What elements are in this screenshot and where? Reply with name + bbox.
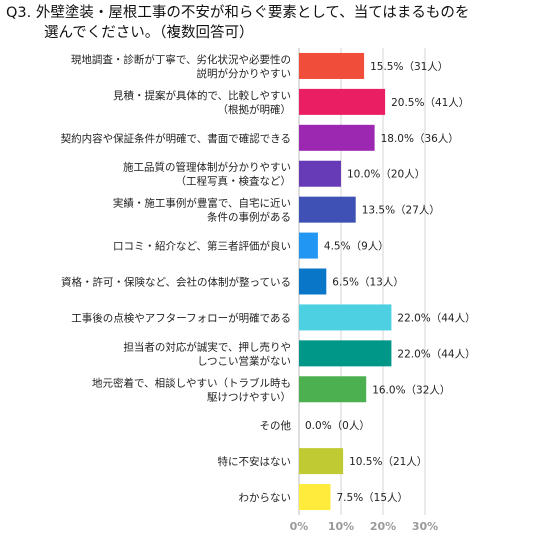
bar (299, 448, 344, 475)
category-label: 特に不安はない (218, 455, 292, 468)
x-tick-label: 20% (370, 520, 396, 533)
data-label: 0.0%（0人） (305, 420, 370, 432)
bar (299, 160, 341, 187)
category-label: 実績・施工事例が豊富で、自宅に近い (113, 197, 291, 210)
data-label: 7.5%（15人） (337, 492, 409, 504)
category-label: 説明が分かりやすい (197, 67, 292, 80)
bar (299, 304, 392, 331)
bar (299, 196, 356, 223)
data-label: 4.5%（9人） (324, 241, 389, 253)
bar (299, 340, 392, 367)
category-label: 契約内容や保証条件が明確で、書面で確認できる (61, 132, 291, 145)
category-label: しつこい営業がない (197, 354, 291, 367)
category-label: 駆けつけやすい） (207, 391, 291, 403)
bar (299, 124, 375, 151)
category-label: 資格・許可・保険など、会社の体制が整っている (61, 276, 291, 289)
data-label: 13.5%（27人） (362, 205, 440, 217)
bar (299, 52, 365, 79)
bar (299, 484, 331, 511)
data-label: 18.0%（36人） (381, 133, 459, 145)
category-label: 現地調査・診断が丁寧で、劣化状況や必要性の (71, 53, 291, 66)
chart-title-line2: 選んでください。（複数回答可） (44, 25, 254, 41)
category-label: 施工品質の管理体制が分かりやすい (123, 161, 291, 174)
category-label: （工程写真・検査など） (176, 175, 292, 188)
bar (299, 88, 386, 115)
category-label: わからない (239, 492, 292, 504)
data-label: 22.0%（44人） (397, 312, 475, 324)
category-label: 見積・提案が具体的で、比較しやすい (113, 89, 291, 102)
data-label: 15.5%（31人） (370, 61, 448, 73)
x-tick-label: 0% (290, 520, 309, 533)
data-label: 10.0%（20人） (347, 169, 425, 181)
data-label: 6.5%（13人） (332, 277, 404, 289)
bar (299, 376, 367, 403)
data-label: 22.0%（44人） (397, 348, 475, 360)
x-tick-label: 30% (412, 520, 438, 533)
category-label: （根拠が明確） (218, 103, 292, 116)
data-label: 10.5%（21人） (349, 456, 427, 468)
chart-title-line1: Q3. 外壁塗装・屋根工事の不安が和らぐ要素として、当てはまるものを (6, 5, 470, 21)
category-label: 担当者の対応が誠実で、押し売りや (123, 340, 291, 353)
category-label: 口コミ・紹介など、第三者評価が良い (113, 240, 291, 253)
data-label: 20.5%（41人） (391, 97, 469, 109)
bar (299, 268, 327, 295)
chart-title: Q3. 外壁塗装・屋根工事の不安が和らぐ要素として、当てはまるものを 選んでくだ… (6, 3, 530, 43)
bar (299, 232, 318, 259)
data-label: 16.0%（32人） (372, 384, 450, 396)
category-label: その他 (260, 419, 292, 432)
category-label: 条件の事例がある (207, 211, 291, 224)
category-label: 工事後の点検やアフターフォローが明確である (71, 311, 291, 324)
category-label: 地元密着で、相談しやすい（トラブル時も (92, 376, 291, 389)
x-tick-label: 10% (328, 520, 354, 533)
